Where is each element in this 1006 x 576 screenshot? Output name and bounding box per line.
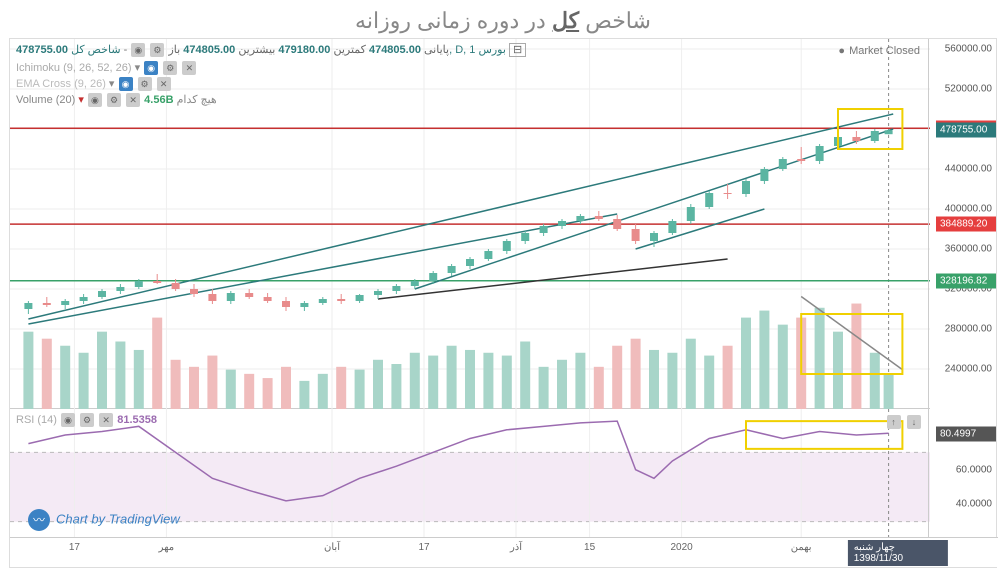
title-bold: کل — [552, 8, 579, 33]
chart-container: 478755.00 پایانی 474805.00 کمترین 479180… — [9, 38, 997, 568]
rsi-tick: 40.0000 — [956, 499, 992, 510]
eye-icon[interactable]: ◉ — [144, 61, 158, 75]
price-tag: 384889.20 — [936, 217, 996, 232]
rsi-pane-controls: ↑ ↓ — [886, 413, 922, 431]
date-tag: چهار شنبه 1398/11/30 — [848, 540, 948, 566]
high-label: بیشترین — [238, 44, 275, 56]
eye-icon[interactable]: ◉ — [88, 93, 102, 107]
title-prefix: شاخص — [585, 8, 651, 33]
tradingview-logo-icon: 〰 — [28, 509, 50, 531]
x-tick: آبان — [324, 542, 340, 553]
x-tick: مهر — [159, 542, 174, 553]
x-tick: 15 — [584, 542, 595, 553]
low-label: کمترین — [333, 44, 365, 56]
close-icon[interactable]: ✕ — [182, 61, 196, 75]
ema-label: EMA Cross (9, 26) — [16, 78, 106, 90]
volume-label: Volume (20) — [16, 94, 75, 106]
close-label: پایانی — [424, 44, 449, 56]
rsi-axis[interactable]: 80.000060.000040.000080.4997 — [928, 409, 996, 539]
time-axis[interactable]: 17 مهر آبان 17 آذر 15 2020 بهمن چهار شنبه 1398/1… — [10, 537, 998, 567]
x-tick: آذر — [510, 542, 522, 553]
settings-icon[interactable]: ⚙ — [107, 93, 121, 107]
market-status: Market Closed — [838, 45, 920, 57]
close-icon[interactable]: ✕ — [157, 77, 171, 91]
eye-icon[interactable]: ◉ — [61, 413, 75, 427]
x-tick: 17 — [69, 542, 80, 553]
title-suffix: در دوره زمانی روزانه — [355, 8, 546, 33]
up-icon[interactable]: ↑ — [887, 415, 901, 429]
ohlc-row: 478755.00 پایانی 474805.00 کمترین 479180… — [16, 43, 526, 57]
y-tick: 520000.00 — [945, 84, 992, 95]
price-tag: 328196.82 — [936, 273, 996, 288]
hide-icon[interactable]: ◉ — [131, 43, 145, 57]
page-title: شاخص کل در دوره زمانی روزانه — [0, 0, 1006, 38]
volume-none: هیچ کدام — [177, 94, 217, 106]
rsi-tick: 60.0000 — [956, 464, 992, 475]
x-tick: 2020 — [670, 542, 692, 553]
y-tick: 280000.00 — [945, 324, 992, 335]
rsi-row: RSI (14) ◉ ⚙ ✕ 81.5358 — [16, 413, 157, 427]
settings-icon[interactable]: ⚙ — [163, 61, 177, 75]
settings-icon[interactable]: ⚙ — [150, 43, 164, 57]
eye-icon[interactable]: ◉ — [119, 77, 133, 91]
rsi-tag: 80.4997 — [936, 427, 996, 442]
y-tick: 440000.00 — [945, 164, 992, 175]
low-value: 474805.00 — [369, 44, 421, 56]
volume-row: Volume (20) ▾ ◉ ⚙ ✕ 4.56B هیچ کدام — [16, 93, 217, 107]
ema-row: EMA Cross (9, 26) ▾ ◉ ⚙ ✕ — [16, 77, 172, 91]
y-tick: 400000.00 — [945, 204, 992, 215]
ichimoku-label: Ichimoku (9, 26, 52, 26) — [16, 62, 132, 74]
x-tick: 17 — [418, 542, 429, 553]
menu-icon[interactable]: ⊟ — [509, 43, 526, 57]
close-icon[interactable]: ✕ — [126, 93, 140, 107]
rsi-value: 81.5358 — [117, 414, 157, 426]
down-icon[interactable]: ↓ — [907, 415, 921, 429]
price-axis[interactable]: 560000.00520000.00480000.00440000.004000… — [928, 39, 996, 409]
y-tick: 560000.00 — [945, 44, 992, 55]
open-value: 474805.00 — [183, 44, 235, 56]
close-value: 478755.00 — [16, 44, 68, 56]
watermark: 〰 Chart by TradingView — [28, 509, 180, 531]
price-pane[interactable]: 478755.00 پایانی 474805.00 کمترین 479180… — [10, 39, 930, 409]
ichimoku-row: Ichimoku (9, 26, 52, 26) ▾ ◉ ⚙ ✕ — [16, 61, 197, 75]
watermark-text: Chart by TradingView — [56, 511, 180, 526]
open-label: باز — [168, 44, 180, 56]
volume-value: 4.56B — [144, 94, 173, 106]
close-icon[interactable]: ✕ — [99, 413, 113, 427]
rsi-label: RSI (14) — [16, 414, 57, 426]
high-value: 479180.00 — [278, 44, 330, 56]
y-tick: 240000.00 — [945, 364, 992, 375]
rsi-pane[interactable]: RSI (14) ◉ ⚙ ✕ 81.5358 〰 Chart by Trading… — [10, 409, 930, 539]
settings-icon[interactable]: ⚙ — [138, 77, 152, 91]
x-tick: بهمن — [791, 542, 812, 553]
price-tag: 478755.00 — [936, 123, 996, 138]
y-tick: 360000.00 — [945, 244, 992, 255]
settings-icon[interactable]: ⚙ — [80, 413, 94, 427]
interval-label: 1 — [469, 44, 475, 56]
